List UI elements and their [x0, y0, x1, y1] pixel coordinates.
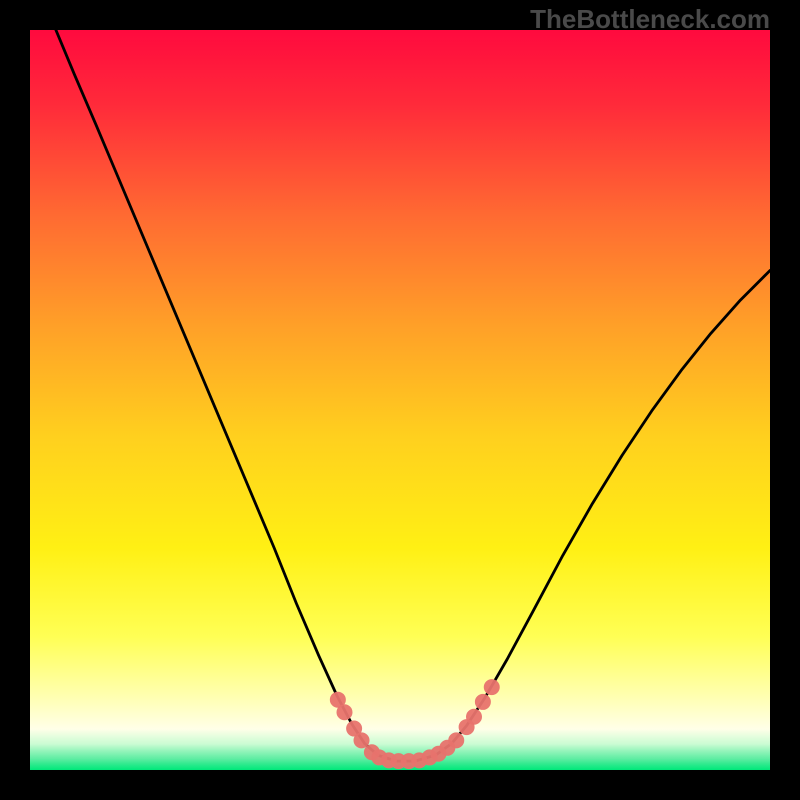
curve-marker-clusters	[330, 680, 499, 769]
curve-marker	[449, 733, 464, 748]
plot-area	[30, 30, 770, 770]
plot-svg-layer	[30, 30, 770, 770]
curve-marker	[354, 733, 369, 748]
curve-marker	[467, 709, 482, 724]
curve-marker	[484, 680, 499, 695]
bottleneck-curve-line	[56, 30, 770, 761]
chart-root: TheBottleneck.com	[0, 0, 800, 800]
curve-marker	[337, 705, 352, 720]
curve-marker	[475, 694, 490, 709]
watermark-label: TheBottleneck.com	[530, 4, 770, 35]
